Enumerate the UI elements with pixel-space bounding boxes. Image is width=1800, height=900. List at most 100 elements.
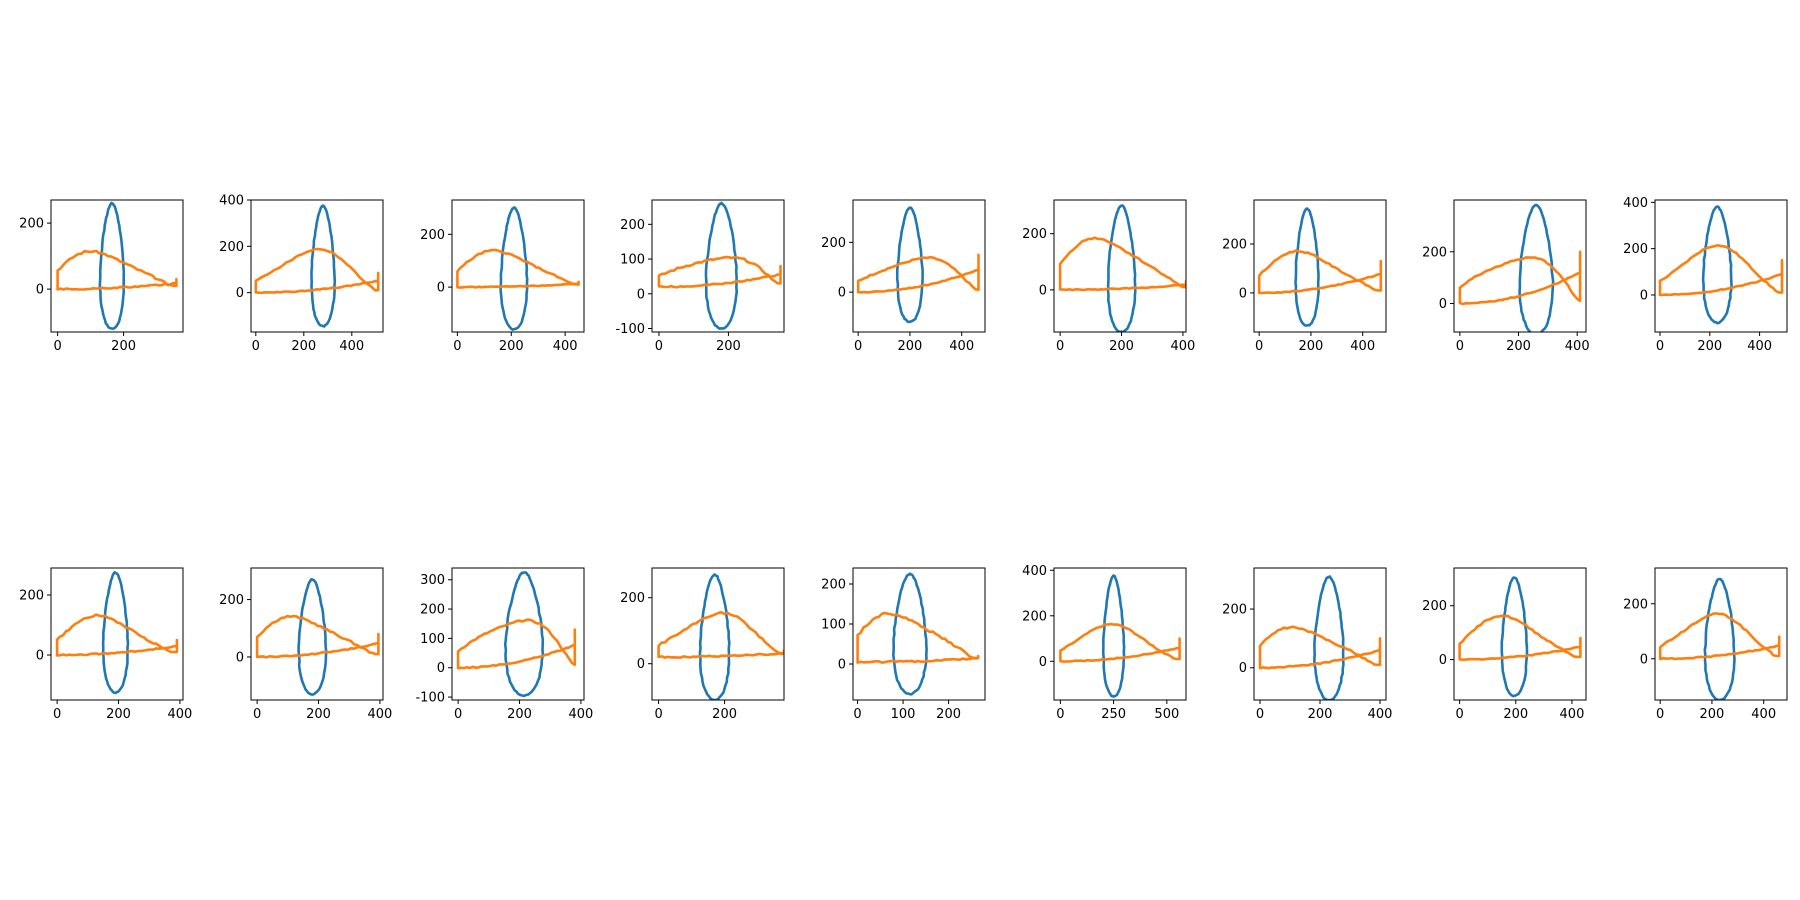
y-tick-label: 200	[219, 593, 244, 608]
x-tick-label: 0	[1056, 339, 1064, 354]
x-tick-label: 200	[1109, 339, 1134, 354]
series-blue-contour	[297, 577, 328, 696]
subplot-4: 0 200 -100 0 100 200	[615, 199, 785, 354]
series-blue-contour	[98, 201, 126, 331]
series-orange-contour	[56, 249, 178, 291]
axes-frame	[50, 199, 184, 333]
y-tick-label: 0	[1640, 652, 1648, 667]
x-tick-label: 0	[1255, 339, 1263, 354]
x-tick-label: 400	[569, 707, 594, 722]
x-tick-label: 0	[1455, 707, 1463, 722]
y-tick-label: 0	[1439, 653, 1447, 668]
y-tick-label: 100	[420, 632, 445, 647]
series-blue-contour	[101, 570, 130, 695]
subplot-8: 0 200 400 0 200	[1422, 199, 1590, 354]
x-tick-label: 200	[712, 707, 737, 722]
y-tick-label: 0	[838, 286, 846, 301]
y-tick-label: 200	[620, 218, 645, 233]
y-tick-label: 200	[620, 591, 645, 606]
x-tick-label: 200	[1503, 707, 1528, 722]
y-tick-label: 100	[620, 253, 645, 268]
series-blue-contour	[1701, 205, 1733, 325]
y-tick-label: 200	[420, 228, 445, 243]
series-orange-contour	[856, 253, 980, 294]
x-tick-label: 200	[106, 707, 131, 722]
x-tick-label: 200	[111, 339, 136, 354]
y-tick-label: -100	[415, 691, 445, 706]
y-tick-label: 200	[219, 240, 244, 255]
x-tick-label: 0	[53, 707, 61, 722]
x-tick-label: 200	[936, 707, 961, 722]
x-tick-label: 250	[1101, 707, 1126, 722]
x-tick-label: 400	[1565, 339, 1590, 354]
series-orange-contour	[456, 618, 577, 670]
y-tick-label: 0	[1439, 297, 1447, 312]
x-tick-label: 200	[716, 339, 741, 354]
y-tick-label: 200	[19, 217, 44, 232]
x-tick-label: 400	[1560, 707, 1585, 722]
x-tick-label: 400	[1751, 707, 1776, 722]
series-orange-contour	[255, 614, 380, 659]
y-tick-label: 300	[420, 573, 445, 588]
series-orange-contour	[55, 613, 179, 657]
x-tick-label: 200	[291, 339, 316, 354]
y-tick-label: 0	[1640, 288, 1648, 303]
x-tick-label: 0	[1656, 339, 1664, 354]
x-tick-label: 400	[949, 339, 974, 354]
x-tick-label: 400	[368, 707, 393, 722]
series-blue-contour	[891, 572, 928, 696]
subplot-1: 0 200 0 200	[19, 199, 184, 354]
x-tick-label: 0	[253, 707, 261, 722]
x-tick-label: 200	[1299, 339, 1324, 354]
y-tick-label: 0	[1039, 655, 1047, 670]
subplot-13: 0 200 0 200	[620, 567, 785, 722]
y-tick-label: 0	[637, 657, 645, 672]
subplot-18: 0 200 400 0 200	[1623, 567, 1788, 722]
series-orange-contour	[456, 248, 580, 289]
x-tick-label: 200	[306, 707, 331, 722]
x-tick-label: 400	[1747, 339, 1772, 354]
x-tick-label: 0	[252, 339, 260, 354]
y-tick-label: 0	[838, 658, 846, 673]
x-tick-label: 0	[453, 339, 461, 354]
y-tick-label: 0	[1039, 283, 1047, 298]
y-tick-label: 400	[1623, 196, 1648, 211]
x-tick-label: 500	[1154, 707, 1179, 722]
subplot-15: 0 250 500 0 200 400	[1022, 564, 1187, 722]
y-tick-label: 0	[437, 661, 445, 676]
series-orange-contour	[657, 255, 782, 289]
subplot-2: 0 200 400 0 200 400	[219, 194, 384, 354]
x-tick-label: 400	[1171, 339, 1196, 354]
axes-frame	[1053, 199, 1187, 333]
y-tick-label: -100	[615, 322, 645, 337]
x-tick-label: 0	[853, 707, 861, 722]
series-blue-contour	[1703, 577, 1736, 700]
y-tick-label: 0	[236, 286, 244, 301]
y-tick-label: 0	[36, 283, 44, 298]
y-tick-label: 200	[420, 603, 445, 618]
series-blue-contour	[499, 206, 529, 332]
axes-frame	[250, 567, 384, 701]
y-tick-label: 200	[1623, 597, 1648, 612]
y-tick-label: 0	[1239, 286, 1247, 301]
subplot-17: 0 200 400 0 200	[1422, 567, 1587, 722]
series-orange-contour	[657, 610, 784, 659]
axes-frame	[1453, 567, 1587, 701]
y-tick-label: 200	[821, 578, 846, 593]
subplot-3: 0 200 400 0 200	[420, 199, 585, 354]
series-blue-contour	[1106, 204, 1137, 332]
x-tick-label: 0	[1256, 707, 1264, 722]
series-blue-contour	[503, 571, 545, 698]
x-tick-label: 0	[1056, 707, 1064, 722]
series-orange-contour	[254, 247, 380, 295]
x-tick-label: 200	[1506, 339, 1531, 354]
y-tick-label: 200	[1022, 227, 1047, 242]
y-tick-label: 400	[219, 194, 244, 209]
axes-frame	[1053, 567, 1187, 701]
y-tick-label: 400	[1022, 564, 1047, 579]
x-tick-label: 100	[891, 707, 916, 722]
x-tick-label: 200	[1308, 707, 1333, 722]
x-tick-label: 200	[898, 339, 923, 354]
y-tick-label: 200	[821, 236, 846, 251]
series-blue-contour	[1518, 203, 1555, 332]
